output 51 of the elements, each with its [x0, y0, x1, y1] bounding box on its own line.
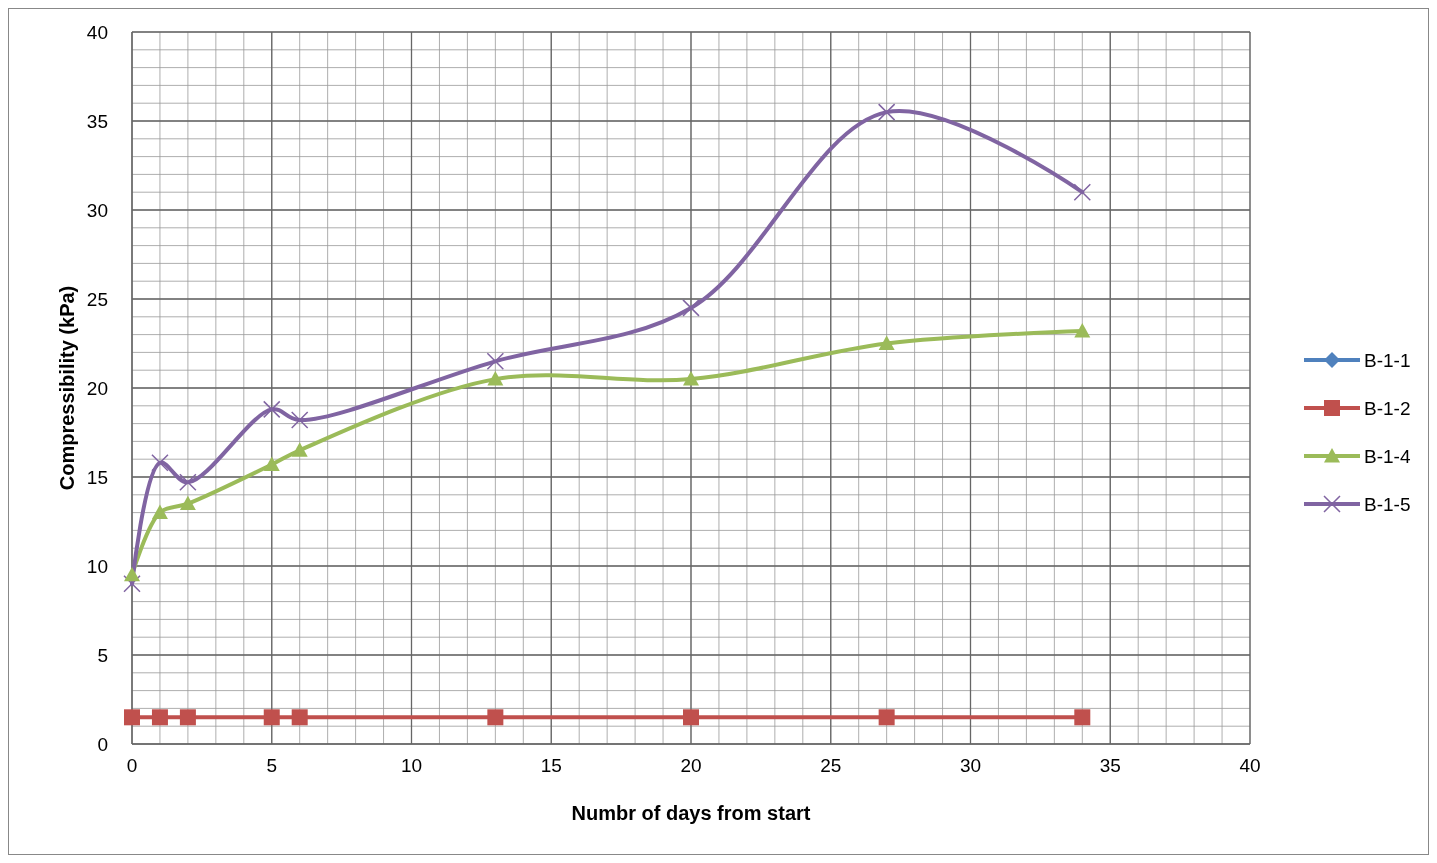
point	[487, 709, 504, 726]
point	[290, 411, 309, 429]
point	[179, 709, 196, 726]
y-tick-label: 0	[97, 734, 108, 755]
point	[878, 335, 895, 350]
x-tick-label: 5	[266, 755, 278, 776]
x-axis-title: Numbr of days from start	[571, 802, 811, 824]
y-tick-label: 25	[86, 289, 108, 310]
point	[123, 575, 141, 593]
point	[1074, 709, 1091, 726]
x-tick-label: 30	[959, 755, 982, 776]
x-tick-label: 15	[540, 755, 562, 776]
point	[683, 709, 699, 726]
point	[877, 103, 896, 121]
x-tick-label: 25	[820, 755, 842, 776]
point	[878, 709, 895, 726]
point	[151, 709, 168, 726]
y-tick-label: 5	[97, 645, 108, 666]
x-tick-label: 20	[680, 755, 702, 776]
y-tick-label: 40	[86, 22, 108, 43]
point	[124, 566, 140, 582]
legend-label: B-1-1	[1364, 350, 1411, 371]
point	[151, 504, 168, 519]
legend-label: B-1-5	[1364, 494, 1411, 515]
y-tick-label: 10	[86, 556, 108, 577]
x-tick-label: 35	[1099, 755, 1121, 776]
legend-label: B-1-2	[1364, 398, 1411, 419]
x-tick-label: 40	[1239, 755, 1261, 776]
point	[1074, 323, 1091, 338]
point	[486, 352, 505, 371]
y-tick-label: 15	[86, 467, 108, 488]
point	[179, 473, 197, 492]
point	[179, 495, 196, 511]
y-tick-label: 35	[86, 111, 108, 132]
point	[291, 709, 308, 726]
point	[291, 442, 308, 457]
y-tick-label: 30	[86, 200, 108, 221]
point	[682, 299, 700, 317]
x-tick-label: 0	[126, 755, 138, 776]
point	[124, 709, 140, 726]
legend-label: B-1-4	[1364, 446, 1411, 467]
y-tick-label: 20	[86, 378, 108, 399]
point	[683, 371, 699, 386]
point	[487, 371, 504, 386]
point	[1073, 183, 1092, 201]
point	[151, 454, 169, 472]
point	[263, 456, 280, 471]
y-axis-title: Compressibility (kPa)	[56, 285, 78, 491]
point	[263, 400, 281, 419]
point	[263, 709, 280, 726]
x-tick-label: 10	[400, 755, 423, 776]
